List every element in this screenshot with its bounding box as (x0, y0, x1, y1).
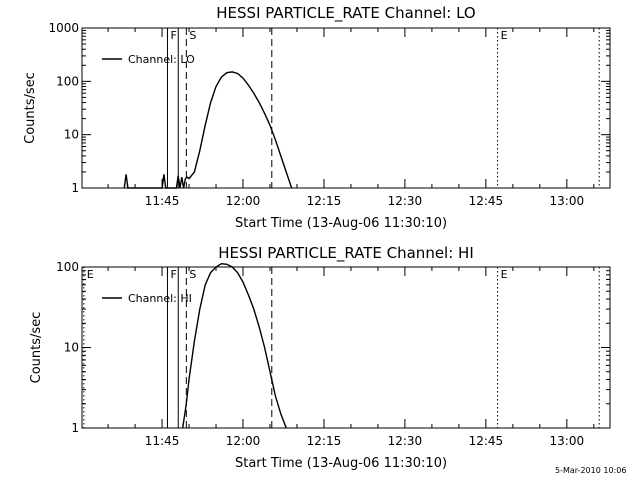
event-marker-label: E (501, 268, 508, 281)
x-tick-label: 13:00 (550, 434, 585, 448)
x-tick-label: 11:45 (145, 434, 180, 448)
x-tick-label: 12:45 (469, 194, 504, 208)
series-line (182, 262, 287, 429)
event-marker-label: E (87, 268, 94, 281)
x-tick-label: 11:45 (145, 194, 180, 208)
x-axis-label: Start Time (13-Aug-06 11:30:10) (235, 216, 447, 231)
footer-timestamp: 5-Mar-2010 10:06 (555, 466, 626, 475)
x-tick-label: 12:00 (226, 194, 261, 208)
series-line (123, 71, 293, 189)
y-tick-label: 1 (71, 421, 79, 435)
event-marker-label: S (189, 29, 196, 42)
chart-panel-1: HESSI PARTICLE_RATE Channel: LO 1 10 100 100… (23, 4, 611, 231)
y-tick-label: 100 (56, 260, 79, 274)
event-marker-label: F (170, 268, 176, 281)
y-tick-label: 10 (64, 341, 79, 355)
y-axis-label: Counts/sec (23, 72, 38, 144)
x-tick-label: 12:30 (388, 194, 423, 208)
x-axis-label: Start Time (13-Aug-06 11:30:10) (235, 456, 447, 471)
legend-label: Channel: HI (128, 292, 192, 305)
event-marker-label: E (501, 29, 508, 42)
x-tick-label: 13:00 (550, 194, 585, 208)
event-marker-label: F (170, 29, 176, 42)
x-tick-label: 12:15 (307, 434, 342, 448)
y-tick-label: 1000 (48, 21, 79, 35)
x-tick-label: 12:00 (226, 434, 261, 448)
chart-title: HESSI PARTICLE_RATE Channel: HI (218, 244, 474, 263)
chart-title: HESSI PARTICLE_RATE Channel: LO (216, 4, 475, 23)
chart-panel-2: HESSI PARTICLE_RATE Channel: HI 1 10 100 11:… (29, 244, 611, 471)
y-tick-label: 10 (64, 128, 79, 142)
x-tick-label: 12:30 (388, 434, 423, 448)
y-tick-label: 1 (71, 181, 79, 195)
legend-label: Channel: LO (128, 53, 195, 66)
y-axis-label: Counts/sec (29, 312, 44, 384)
x-tick-label: 12:15 (307, 194, 342, 208)
x-tick-label: 12:45 (469, 434, 504, 448)
event-marker-label: S (189, 268, 196, 281)
y-tick-label: 100 (56, 74, 79, 88)
plot-frame (81, 27, 611, 189)
